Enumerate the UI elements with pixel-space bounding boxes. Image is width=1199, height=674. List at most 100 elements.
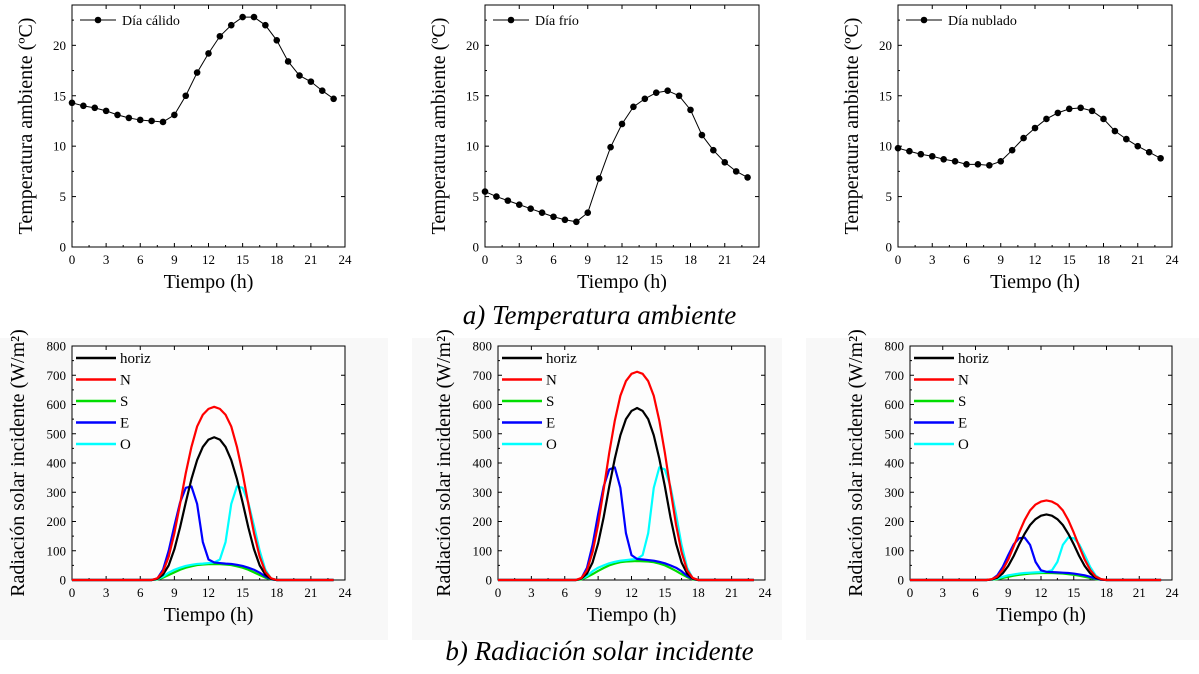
data-point — [618, 120, 626, 128]
data-point — [262, 21, 269, 29]
legend-label-n: N — [958, 373, 969, 389]
series-line-n — [910, 499, 1162, 582]
chart-panel-2: 0 3 6 9 12 15 18 21 24 0 5 10 15 20 Tiempo (h) Temperat… — [428, 4, 767, 293]
data-point — [906, 147, 913, 155]
chart-panel-1: 0 3 6 9 12 15 18 21 24 0 5 10 15 20 Tiempo (h) Temperat… — [15, 4, 352, 293]
x-tick-label: 24 — [339, 585, 353, 600]
y-tick-label: 0 — [60, 240, 67, 255]
data-point — [91, 104, 99, 112]
data-point — [1065, 105, 1073, 113]
x-tick-label: 18 — [1097, 252, 1110, 267]
y-tick-label: 0 — [473, 240, 480, 255]
x-tick-label: 6 — [562, 585, 569, 600]
data-point — [307, 78, 315, 85]
x-tick-label: 3 — [528, 585, 535, 600]
chart-panel-6: 0 3 6 9 12 15 18 21 24 0 100 200 300 400 500 600 700 800 T… — [806, 329, 1199, 640]
y-axis-label: Temperatura ambiente (ºC) — [841, 18, 863, 235]
data-point — [515, 201, 523, 208]
data-point — [1111, 127, 1119, 135]
data-point — [698, 131, 706, 139]
x-tick-label: 12 — [616, 252, 629, 267]
y-axis-label: Temperatura ambiente (ºC) — [428, 18, 450, 235]
y-tick-label: 100 — [885, 543, 905, 558]
plot-frame — [71, 345, 346, 581]
x-tick-label: 21 — [1133, 585, 1146, 600]
legend-label-o: O — [120, 437, 131, 453]
data-point — [1031, 124, 1039, 132]
x-tick-label: 24 — [1166, 252, 1180, 267]
y-tick-label: 500 — [47, 426, 67, 441]
y-tick-label: 400 — [473, 456, 493, 471]
x-tick-label: 15 — [1067, 585, 1080, 600]
y-tick-label: 5 — [886, 189, 893, 204]
y-tick-label: 10 — [466, 139, 479, 154]
x-tick-label: 18 — [684, 252, 697, 267]
data-point — [1088, 107, 1096, 115]
data-point — [182, 92, 190, 100]
legend-label-e: E — [120, 416, 129, 432]
data-point — [687, 106, 694, 114]
data-point — [193, 69, 201, 76]
x-axis-label: Tiempo (h) — [577, 271, 667, 293]
y-tick-label: 0 — [898, 573, 905, 588]
y-tick-label: 600 — [885, 397, 905, 412]
data-point — [68, 99, 76, 107]
data-point — [652, 89, 660, 97]
data-point — [595, 175, 603, 182]
x-tick-label: 21 — [718, 252, 731, 267]
legend-label-horiz: horiz — [958, 351, 989, 367]
x-tick-label: 9 — [1005, 585, 1012, 600]
x-tick-label: 6 — [550, 252, 557, 267]
x-tick-label: 18 — [270, 585, 283, 600]
data-point — [1134, 142, 1142, 150]
data-point — [205, 50, 212, 57]
y-tick-label: 300 — [473, 485, 493, 500]
data-point — [607, 143, 614, 151]
data-point — [630, 103, 637, 111]
y-tick-label: 20 — [466, 38, 479, 53]
data-point — [159, 118, 167, 126]
plot-frame — [497, 345, 766, 581]
chart-panel-3: 0 3 6 9 12 15 18 21 24 0 5 10 15 20 Tiempo (h) Temperat… — [841, 4, 1180, 293]
data-point — [1157, 154, 1164, 162]
x-tick-label: 3 — [103, 252, 110, 267]
x-tick-label: 15 — [236, 585, 249, 600]
data-point — [171, 111, 178, 119]
y-tick-label: 15 — [466, 88, 479, 103]
plot-frame — [71, 4, 346, 248]
data-point — [318, 87, 326, 95]
legend-marker — [920, 16, 928, 24]
legend-label-horiz: horiz — [546, 351, 577, 367]
data-point — [721, 159, 729, 166]
x-tick-label: 12 — [1029, 252, 1042, 267]
x-tick-label: 0 — [907, 585, 914, 600]
x-tick-label: 21 — [725, 585, 738, 600]
x-tick-label: 9 — [585, 252, 592, 267]
x-tick-label: 24 — [759, 585, 773, 600]
x-tick-label: 15 — [658, 585, 671, 600]
legend-label-o: O — [958, 437, 969, 453]
x-tick-label: 0 — [482, 252, 489, 267]
y-tick-label: 500 — [885, 426, 905, 441]
x-tick-label: 0 — [495, 585, 502, 600]
x-axis-label: Tiempo (h) — [164, 271, 254, 293]
data-point — [125, 114, 133, 122]
x-tick-label: 6 — [963, 252, 970, 267]
data-point — [1054, 109, 1062, 117]
data-point — [550, 213, 557, 221]
x-tick-label: 6 — [137, 585, 144, 600]
data-point — [227, 21, 235, 29]
y-tick-label: 10 — [53, 139, 66, 154]
legend-label: Día frío — [535, 14, 579, 29]
y-tick-label: 600 — [47, 397, 67, 412]
legend-marker — [94, 16, 102, 24]
x-tick-label: 21 — [304, 585, 317, 600]
x-axis-label: Tiempo (h) — [990, 271, 1080, 293]
legend-label-s: S — [120, 394, 128, 410]
y-tick-label: 400 — [885, 456, 905, 471]
data-point — [573, 218, 580, 226]
x-tick-label: 12 — [202, 585, 215, 600]
data-point — [273, 36, 281, 44]
data-point — [102, 107, 110, 115]
x-tick-label: 24 — [753, 252, 767, 267]
